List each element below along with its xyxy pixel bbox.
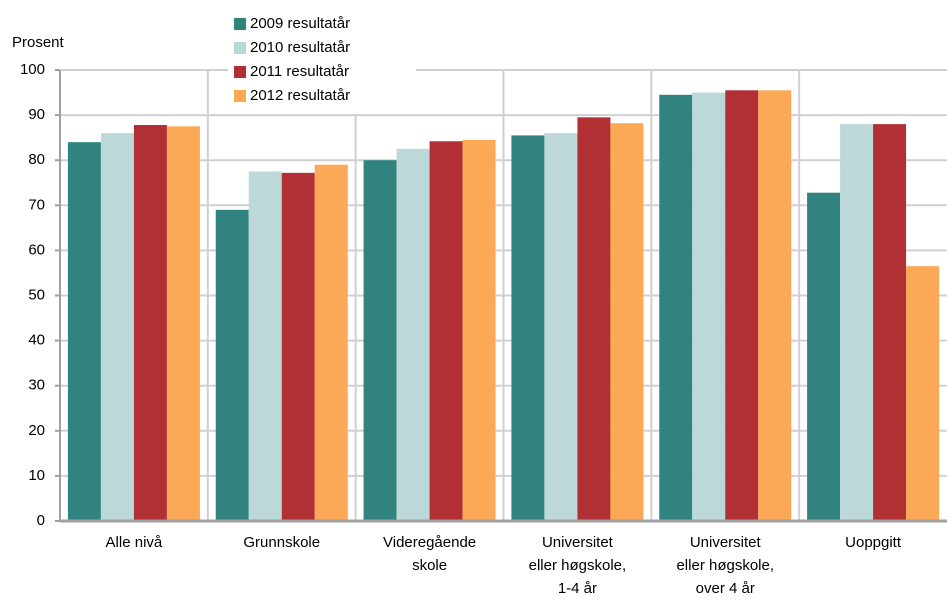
bar xyxy=(906,266,940,521)
bar xyxy=(840,124,874,522)
legend-box xyxy=(228,10,416,114)
bar xyxy=(692,92,726,522)
y-tick-label: 40 xyxy=(28,332,45,349)
bar xyxy=(363,160,397,521)
bar xyxy=(511,135,545,521)
y-tick-label: 0 xyxy=(37,512,45,529)
y-tick-label: 80 xyxy=(28,151,45,168)
x-tick-label: Uoppgitt xyxy=(845,534,902,551)
y-tick-label: 20 xyxy=(28,422,45,439)
bar xyxy=(133,125,167,521)
x-tick-label: Universitet eller høgskole, over 4 år xyxy=(676,534,775,597)
bar xyxy=(215,209,249,521)
x-tick-label: Alle nivå xyxy=(105,534,163,551)
legend-swatch xyxy=(234,42,246,54)
bar xyxy=(873,124,907,522)
legend-swatch xyxy=(234,66,246,78)
bar xyxy=(462,139,496,521)
y-tick-label: 90 xyxy=(28,106,45,123)
y-tick-label: 50 xyxy=(28,286,45,303)
bar xyxy=(725,90,759,522)
y-tick-label: 100 xyxy=(20,61,45,78)
bar xyxy=(100,133,134,521)
bar xyxy=(659,94,693,522)
legend-label: 2010 resultatår xyxy=(250,39,350,56)
bar xyxy=(544,133,578,521)
legend-label: 2009 resultatår xyxy=(250,15,350,32)
x-tick-label: Grunnskole xyxy=(243,534,321,551)
x-tick-label: Videregående skole xyxy=(383,534,477,574)
y-tick-label: 10 xyxy=(28,467,45,484)
y-tick-label: 30 xyxy=(28,377,45,394)
bar xyxy=(429,141,463,521)
bar xyxy=(577,117,611,521)
bar xyxy=(67,142,101,521)
legend-swatch xyxy=(234,18,246,30)
bar xyxy=(281,172,315,521)
y-axis-label: Prosent xyxy=(12,34,65,51)
legend-label: 2011 resultatår xyxy=(250,63,349,80)
bar xyxy=(807,192,841,521)
bar xyxy=(248,171,282,521)
y-tick-label: 70 xyxy=(28,196,45,213)
bar xyxy=(610,123,644,521)
bar xyxy=(166,126,200,521)
bar xyxy=(758,90,792,522)
bar xyxy=(314,164,348,521)
x-tick-label: Universitet eller høgskole, 1-4 år xyxy=(528,534,627,597)
legend-swatch xyxy=(234,90,246,102)
bar xyxy=(396,148,430,522)
legend-label: 2012 resultatår xyxy=(250,87,350,104)
y-tick-label: 60 xyxy=(28,241,45,258)
